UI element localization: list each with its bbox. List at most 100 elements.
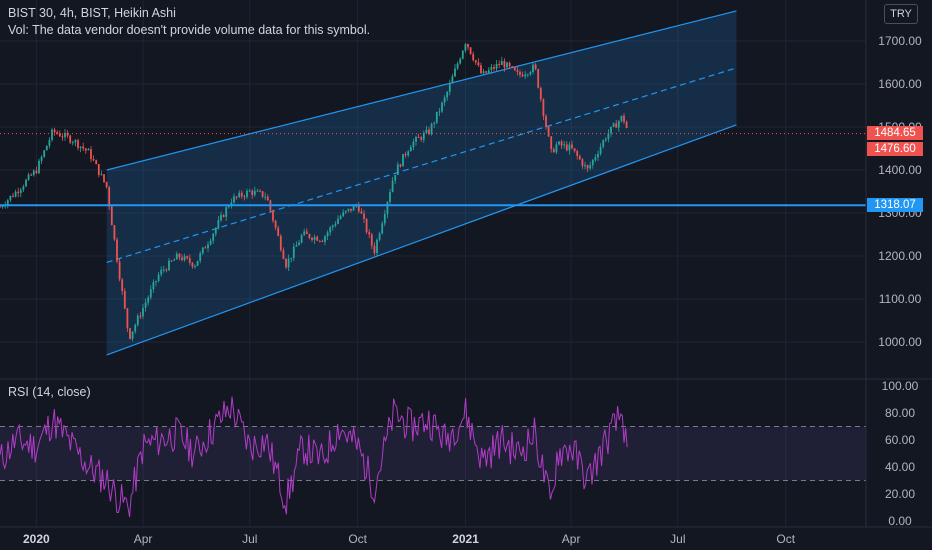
candle-body — [110, 206, 113, 226]
candle-body — [555, 144, 558, 153]
candle-body — [25, 179, 27, 187]
candle-body — [334, 223, 337, 226]
candle-body — [597, 153, 599, 158]
candle-body — [308, 234, 311, 238]
candle-body — [529, 72, 532, 75]
candle-body — [194, 265, 196, 267]
candle-body — [467, 44, 469, 48]
candle-body — [282, 250, 285, 259]
candle-body — [97, 164, 100, 175]
candle-body — [469, 47, 472, 55]
candle-body — [165, 269, 168, 271]
candle-body — [118, 261, 121, 280]
candle-body — [129, 328, 131, 339]
rsi-tick-label: 40.00 — [885, 460, 915, 474]
candle-body — [142, 307, 144, 317]
parallel-channel[interactable] — [106, 10, 737, 356]
price-tick-label: 1200.00 — [878, 249, 922, 263]
candle-body — [550, 136, 553, 150]
candle-body — [217, 220, 220, 229]
candle-body — [116, 239, 118, 262]
candle-body — [602, 140, 605, 147]
candle-body — [17, 191, 20, 194]
candle-body — [331, 225, 334, 228]
candle-body — [144, 302, 147, 308]
candle-body — [495, 63, 498, 69]
candle-body — [339, 216, 342, 219]
rsi-pane — [0, 396, 866, 518]
candle-body — [1, 206, 4, 208]
candle-body — [266, 196, 269, 201]
candle-body — [506, 62, 508, 68]
candle-body — [240, 192, 243, 197]
candle-body — [108, 187, 111, 207]
candle-body — [173, 259, 176, 261]
candle-body — [368, 232, 371, 235]
candle-body — [58, 133, 61, 137]
price-tick-label: 1400.00 — [878, 163, 922, 177]
series-legend[interactable]: BIST 30, 4h, BIST, Heikin Ashi — [8, 6, 176, 20]
candle-body — [305, 231, 308, 235]
candle-body — [77, 140, 79, 148]
time-tick-label: Apr — [562, 532, 581, 546]
currency-button[interactable]: TRY — [884, 4, 918, 24]
candle-body — [620, 115, 623, 122]
candle-body — [480, 65, 482, 74]
candle-body — [183, 256, 186, 261]
candle-body — [178, 253, 181, 258]
candle-body — [370, 234, 373, 246]
candle-body — [248, 190, 251, 192]
candle-body — [204, 247, 207, 249]
candle-body — [191, 262, 194, 267]
candle-body — [222, 215, 225, 217]
candle-body — [90, 149, 92, 160]
candle-body — [443, 97, 446, 103]
candle-body — [136, 315, 139, 325]
candle-body — [48, 139, 51, 146]
candle-body — [87, 149, 90, 151]
channel-fill — [106, 10, 737, 355]
candle-body — [321, 240, 324, 242]
candle-body — [378, 233, 381, 240]
candle-body — [292, 246, 295, 258]
candle-body — [612, 123, 615, 127]
candle-body — [610, 126, 612, 134]
candle-body — [537, 69, 540, 88]
price-tick-label: 1600.00 — [878, 77, 922, 91]
candle-body — [623, 115, 625, 122]
candle-body — [625, 121, 628, 129]
candle-body — [272, 210, 274, 221]
rsi-legend[interactable]: RSI (14, close) — [8, 385, 91, 399]
candle-body — [121, 279, 124, 291]
candle-body — [420, 137, 423, 140]
candle-body — [175, 253, 178, 260]
candle-body — [147, 297, 150, 303]
candle-body — [290, 257, 293, 259]
candle-body — [464, 44, 467, 51]
candle-body — [12, 195, 14, 197]
candle-body — [391, 180, 394, 192]
candle-body — [534, 64, 537, 70]
time-tick-label: Oct — [348, 532, 367, 546]
candle-body — [134, 324, 137, 332]
rsi-tick-label: 80.00 — [885, 406, 915, 420]
candle-body — [22, 186, 25, 190]
horizontal-level-line[interactable] — [0, 133, 866, 207]
candle-body — [51, 129, 53, 140]
candle-body — [256, 190, 259, 192]
candle-body — [162, 269, 165, 271]
last-price-label: 1484.65 — [867, 126, 923, 140]
candle-body — [417, 136, 420, 138]
candle-body — [396, 164, 399, 175]
candle-body — [568, 144, 571, 151]
candle-body — [516, 70, 519, 72]
candle-body — [589, 165, 592, 169]
candle-body — [32, 170, 35, 176]
candle-body — [376, 239, 378, 254]
candle-body — [235, 196, 238, 198]
candle-body — [0, 206, 1, 208]
candle-body — [277, 227, 280, 236]
candle-body — [30, 174, 33, 176]
